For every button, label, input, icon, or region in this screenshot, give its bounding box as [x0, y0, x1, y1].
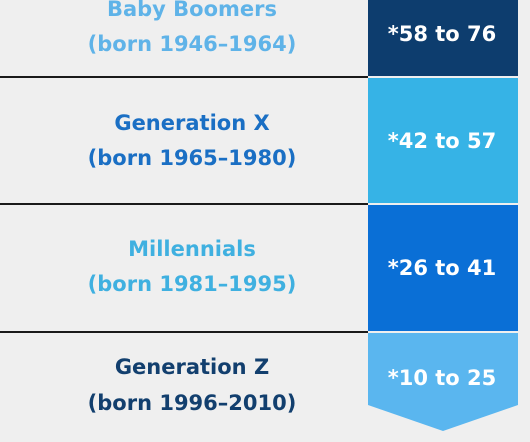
age-range: *10 to 25 [388, 366, 497, 390]
birth-years: (born 1965–1980) [88, 146, 297, 170]
generation-name: Baby Boomers [107, 0, 277, 21]
age-box [368, 78, 518, 203]
age-arrow [368, 333, 518, 431]
birth-years: (born 1946–1964) [88, 32, 297, 56]
birth-years: (born 1996–2010) [88, 391, 297, 415]
age-box [368, 0, 518, 76]
age-box [368, 205, 518, 331]
generation-name: Generation Z [115, 355, 269, 379]
age-range: *42 to 57 [388, 129, 497, 153]
generation-name: Millennials [128, 237, 256, 261]
generation-name: Generation X [114, 111, 269, 135]
age-range: *26 to 41 [388, 256, 497, 280]
age-range: *58 to 76 [388, 22, 497, 46]
birth-years: (born 1981–1995) [88, 272, 297, 296]
